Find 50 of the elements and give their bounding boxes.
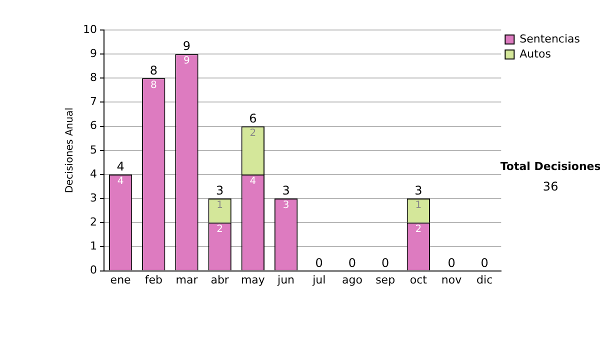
x-tick-label: oct <box>410 273 428 286</box>
total-label: 0 <box>381 256 390 270</box>
annotation: Total Decisiones <box>500 160 600 174</box>
y-tick-label: 8 <box>90 71 97 84</box>
x-tick-label: may <box>240 273 266 286</box>
total-label: 0 <box>448 256 456 270</box>
data-label: 4 <box>117 176 124 188</box>
data-label: 9 <box>184 56 190 67</box>
y-tick-label: 3 <box>90 191 97 204</box>
y-tick-label: 0 <box>90 264 97 277</box>
x-tick-label: nov <box>441 273 462 286</box>
y-tick-label: 2 <box>90 216 97 228</box>
total-label: 3 <box>216 184 224 198</box>
x-tick-label: mar <box>176 273 198 286</box>
data-label: 1 <box>216 200 224 212</box>
total-label: 9 <box>182 39 191 54</box>
x-tick-label: ago <box>342 273 363 286</box>
x-tick-label: sep <box>376 273 396 286</box>
total-label: 6 <box>249 111 257 126</box>
total-label: 3 <box>414 184 422 198</box>
x-tick-label: ene <box>110 273 132 286</box>
legend-label: Sentencias <box>520 32 580 46</box>
y-tick-label: 6 <box>90 119 97 132</box>
text: 36 <box>542 179 558 194</box>
y-tick-label: 7 <box>90 95 97 108</box>
total-label: 0 <box>315 256 323 270</box>
total-label: 3 <box>282 184 290 198</box>
data-label: 2 <box>415 224 422 236</box>
x-tick-label: jun <box>276 273 295 286</box>
x-tick-label: dic <box>476 273 493 286</box>
y-tick-label: 9 <box>90 46 97 60</box>
total-label: 0 <box>480 256 488 270</box>
total-label: 0 <box>348 256 356 270</box>
x-tick-label: abr <box>210 273 230 286</box>
y-tick-label: 5 <box>90 143 97 156</box>
x-tick-label: feb <box>144 273 162 286</box>
data-label: 2 <box>250 128 256 139</box>
data-label: 3 <box>282 200 290 212</box>
data-label: 8 <box>150 80 157 91</box>
legend-label: Autos <box>520 47 552 60</box>
total-label: 4 <box>116 160 124 174</box>
y-tick-label: 1 <box>90 240 97 253</box>
data-label: 4 <box>250 176 256 188</box>
data-label: 1 <box>415 200 422 212</box>
y-axis-title: Decisiones Anual <box>64 108 76 194</box>
x-tick-label: jul <box>312 273 326 286</box>
data-label: 2 <box>216 224 224 236</box>
y-tick-label: 10 <box>82 22 97 36</box>
total-label: 8 <box>150 63 158 78</box>
y-tick-label: 4 <box>90 167 97 180</box>
